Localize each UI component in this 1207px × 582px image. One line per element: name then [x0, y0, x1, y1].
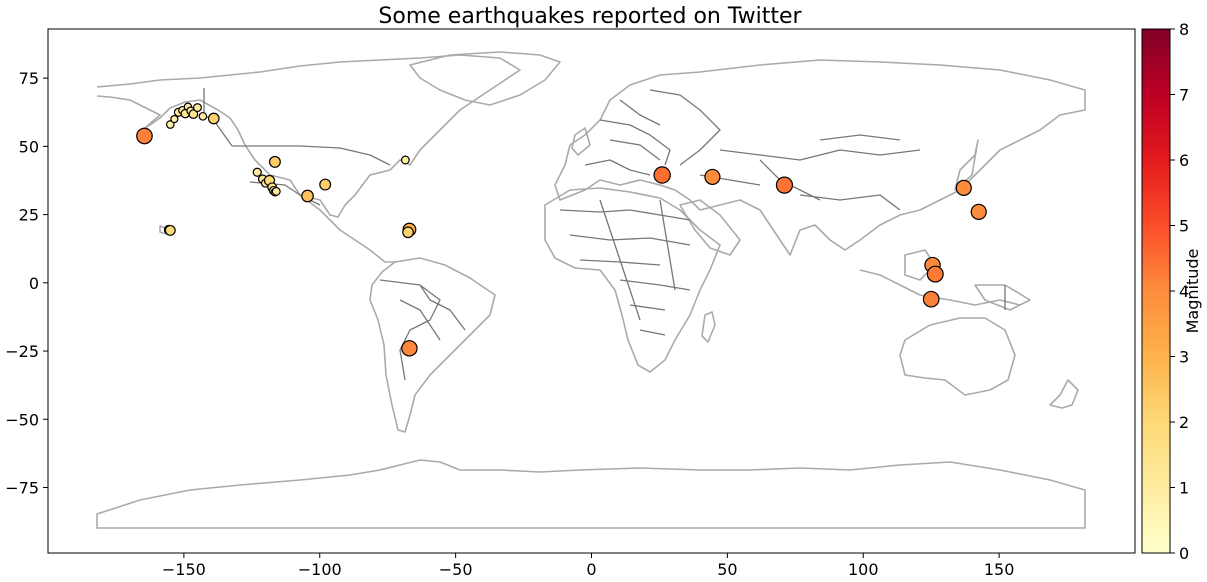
colorbar-tick-label: 3 [1179, 348, 1189, 367]
earthquake-point [775, 176, 794, 194]
x-tick-label: 150 [984, 560, 1015, 579]
earthquake-point [136, 127, 153, 145]
colorbar-tick-label: 2 [1179, 413, 1189, 432]
colorbar-tick-label: 1 [1179, 479, 1189, 498]
border-us-canada [232, 145, 391, 166]
y-tick-label: 50 [19, 137, 39, 156]
colorbar-tick-label: 5 [1179, 217, 1189, 236]
map-frame [47, 28, 1136, 554]
coastline-uk [571, 127, 591, 156]
y-tick-label: 25 [19, 206, 39, 225]
coastline-greenland [409, 51, 561, 106]
colorbar-gradient [1141, 28, 1171, 554]
coastline-australia [899, 317, 1016, 396]
earthquake-point [164, 224, 176, 236]
borders-africa [559, 199, 691, 336]
colorbar-tick-label: 4 [1179, 282, 1189, 301]
earthquake-point [271, 186, 281, 196]
y-tick-label: 75 [19, 69, 39, 88]
y-tick-label: −75 [5, 479, 39, 498]
x-tick-label: −150 [162, 560, 206, 579]
earthquake-point [970, 203, 987, 220]
earthquake-point [252, 167, 262, 177]
x-tick-label: 50 [717, 560, 737, 579]
x-tick-label: 0 [586, 560, 596, 579]
earthquake-point [165, 120, 175, 129]
earthquake-point [955, 179, 972, 196]
borders-south-america [379, 279, 466, 381]
coastline-arabia [679, 199, 741, 256]
y-tick-label: −50 [5, 410, 39, 429]
coastline-north-america [96, 54, 521, 218]
earthquake-point [207, 112, 220, 125]
coastline-antarctica [96, 459, 1086, 529]
earthquake-point [192, 103, 202, 113]
x-tick-label: 100 [848, 560, 879, 579]
earthquake-point [402, 226, 414, 239]
y-tick-label: 0 [29, 274, 39, 293]
earthquake-point [926, 265, 944, 283]
x-tick-label: −50 [439, 560, 473, 579]
colorbar-label: Magnitude [1183, 249, 1202, 334]
colorbar-tick-label: 7 [1179, 86, 1189, 105]
earthquake-points [136, 102, 987, 357]
colorbar: 0 1 2 3 4 5 6 7 8 Magnitude [1141, 20, 1202, 563]
x-axis: −150 −100 −50 0 50 100 150 [162, 553, 1015, 579]
earthquake-point [198, 111, 208, 121]
y-axis: −75 −50 −25 0 25 50 75 [5, 69, 48, 498]
earthquake-point [268, 155, 281, 168]
earthquake-point [301, 189, 314, 203]
earthquake-point [400, 155, 410, 165]
earthquake-point [319, 178, 332, 191]
earthquake-point [401, 340, 418, 357]
coastline-new-guinea [974, 284, 1031, 311]
earthquake-point [704, 168, 721, 186]
coastline-central-america [299, 194, 395, 263]
colorbar-tick-label: 0 [1179, 544, 1189, 563]
earthquake-point [188, 109, 199, 120]
coastline-madagascar [701, 311, 716, 343]
coastline-africa [544, 187, 721, 373]
chart-title: Some earthquakes reported on Twitter [378, 4, 802, 29]
earthquake-point [653, 166, 671, 184]
x-tick-label: −100 [298, 560, 342, 579]
borders-europe [584, 89, 721, 176]
coastline-south-america [369, 257, 496, 433]
colorbar-tick-label: 8 [1179, 20, 1189, 39]
map-area [47, 28, 1136, 554]
colorbar-tick-label: 6 [1179, 151, 1189, 170]
coastline-eurasia [554, 59, 1086, 256]
coastlines [96, 51, 1086, 529]
earthquake-point [170, 114, 179, 124]
earthquake-point [922, 290, 940, 308]
y-tick-label: −25 [5, 342, 39, 361]
coastline-new-zealand [1049, 379, 1079, 409]
